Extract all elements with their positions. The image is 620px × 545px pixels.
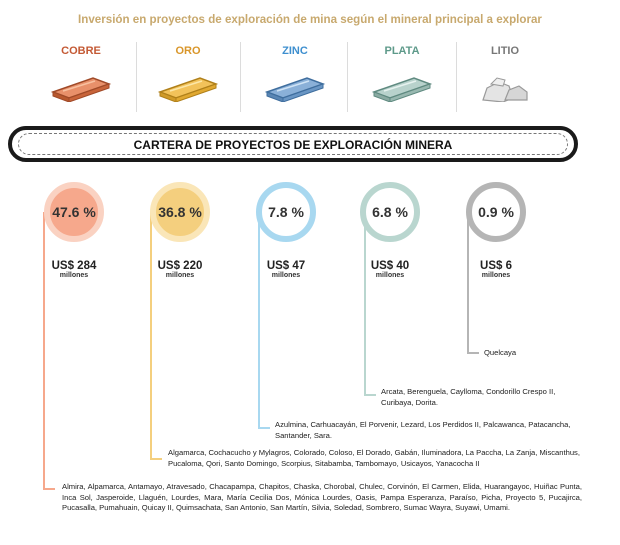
investment-unit: millones bbox=[375, 272, 405, 279]
share-circle-zinc: 7.8 % bbox=[256, 182, 316, 242]
projects-plata: Arcata, Berenguela, Caylloma, Condorillo… bbox=[381, 387, 556, 407]
investment-unit: millones bbox=[165, 272, 195, 279]
cobre-connector bbox=[43, 488, 55, 490]
silver-ingot-icon bbox=[371, 77, 433, 102]
banner-title: CARTERA DE PROYECTOS DE EXPLORACIÓN MINE… bbox=[133, 138, 453, 152]
gold-ingot-icon bbox=[157, 77, 219, 102]
litio-connector bbox=[467, 212, 469, 354]
portfolio-banner: CARTERA DE PROYECTOS DE EXPLORACIÓN MINE… bbox=[8, 126, 578, 162]
plata-connector bbox=[364, 212, 366, 396]
column-divider bbox=[456, 42, 457, 112]
investment-oro: US$ 220 bbox=[157, 260, 203, 272]
mineral-zinc: ZINC bbox=[245, 44, 345, 102]
investment-zinc: US$ 47 bbox=[266, 260, 306, 272]
mineral-plata: PLATA bbox=[352, 44, 452, 102]
share-circle-plata: 6.8 % bbox=[360, 182, 420, 242]
investment-unit: millones bbox=[271, 272, 301, 279]
cobre-connector bbox=[43, 212, 45, 490]
zinc-connector bbox=[258, 427, 270, 429]
zinc-connector bbox=[258, 212, 260, 429]
mineral-label-oro: ORO bbox=[175, 45, 201, 57]
share-circle-cobre: 47.6 % bbox=[44, 182, 104, 242]
mineral-litio: LITIO bbox=[455, 44, 555, 102]
projects-litio: Quelcaya bbox=[484, 348, 517, 357]
lithium-rock-icon bbox=[482, 77, 528, 102]
share-circle-oro: 36.8 % bbox=[150, 182, 210, 242]
plata-connector bbox=[364, 394, 376, 396]
copper-ingot-icon bbox=[50, 77, 112, 102]
mineral-cobre: COBRE bbox=[31, 44, 131, 102]
share-circle-litio: 0.9 % bbox=[466, 182, 526, 242]
column-divider bbox=[240, 42, 241, 112]
investment-plata: US$ 40 bbox=[370, 260, 410, 272]
zinc-ingot-icon bbox=[264, 77, 326, 102]
investment-unit: millones bbox=[481, 272, 511, 279]
chart-title: Inversión en proyectos de exploración de… bbox=[78, 13, 542, 26]
column-divider bbox=[136, 42, 137, 112]
litio-connector bbox=[467, 352, 479, 354]
mineral-label-zinc: ZINC bbox=[282, 45, 308, 57]
projects-cobre: Almira, Alpamarca, Antamayo, Atravesado,… bbox=[62, 482, 582, 512]
oro-connector bbox=[150, 458, 162, 460]
mineral-label-cobre: COBRE bbox=[61, 45, 101, 57]
column-divider bbox=[347, 42, 348, 112]
mineral-label-plata: PLATA bbox=[384, 45, 420, 57]
investment-litio: US$ 6 bbox=[480, 260, 512, 272]
oro-connector bbox=[150, 212, 152, 460]
mineral-oro: ORO bbox=[138, 44, 238, 102]
investment-unit: millones bbox=[59, 272, 89, 279]
projects-zinc: Azulmina, Carhuacayán, El Porvenir, Leza… bbox=[275, 420, 571, 440]
mineral-label-litio: LITIO bbox=[490, 45, 520, 57]
projects-oro: Algamarca, Cochacucho y Mylagros, Colora… bbox=[168, 448, 580, 468]
investment-cobre: US$ 284 bbox=[51, 260, 97, 272]
